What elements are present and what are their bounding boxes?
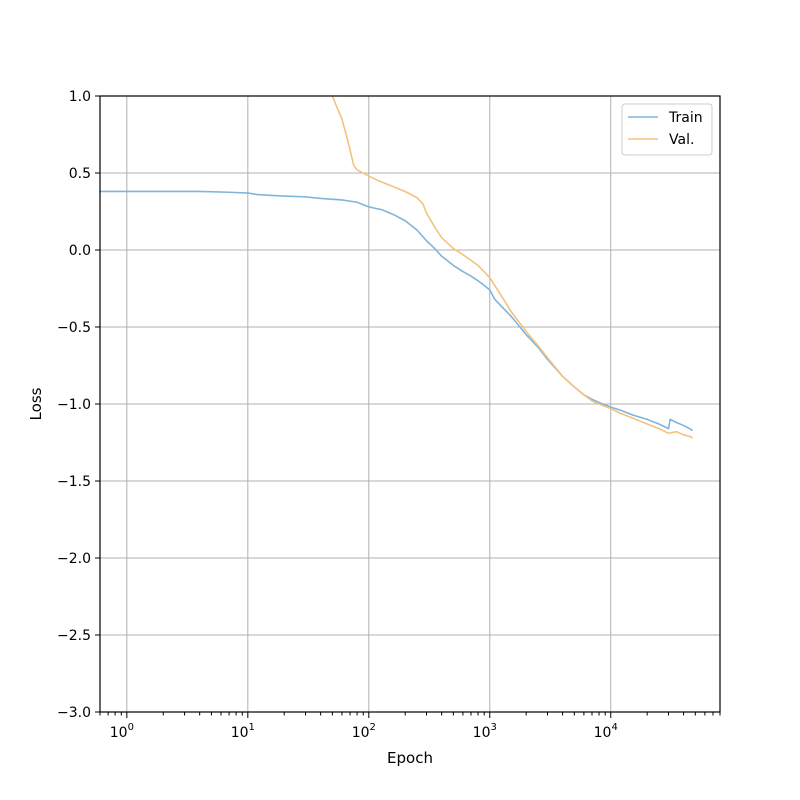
x-tick-label: 103 [473, 722, 497, 741]
x-tick-label: 102 [352, 722, 376, 741]
y-axis-label: Loss [27, 387, 45, 420]
legend-label-train: Train [668, 110, 703, 126]
series-line-train [99, 190, 693, 431]
y-tick-label: 0.0 [69, 243, 91, 259]
y-tick-label: 0.5 [69, 166, 91, 182]
y-tick-label: 1.0 [69, 89, 91, 105]
x-tick-labels: 100 101 102 103 104 [110, 722, 618, 741]
y-tick-label: −0.5 [57, 320, 91, 336]
y-tick-label: −1.5 [57, 474, 91, 490]
x-tick-label: 100 [110, 722, 134, 741]
x-tick-label: 101 [231, 722, 255, 741]
x-tick-label: 104 [594, 722, 618, 741]
y-tick-label: −2.5 [57, 628, 91, 644]
y-tick-label: −2.0 [57, 551, 91, 567]
x-axis-label: Epoch [387, 749, 433, 767]
y-tick-label: −3.0 [57, 705, 91, 721]
legend: Train Val. [621, 103, 713, 156]
grid [100, 95, 720, 713]
axis-ticks [95, 95, 721, 718]
y-tick-label: −1.0 [57, 397, 91, 413]
series-lines [99, 95, 693, 439]
series-line-val [331, 95, 693, 439]
legend-label-val: Val. [669, 132, 694, 148]
y-tick-labels: 1.0 0.5 0.0 −0.5 −1.0 −1.5 −2.0 −2.5 −3.0 [57, 89, 91, 721]
